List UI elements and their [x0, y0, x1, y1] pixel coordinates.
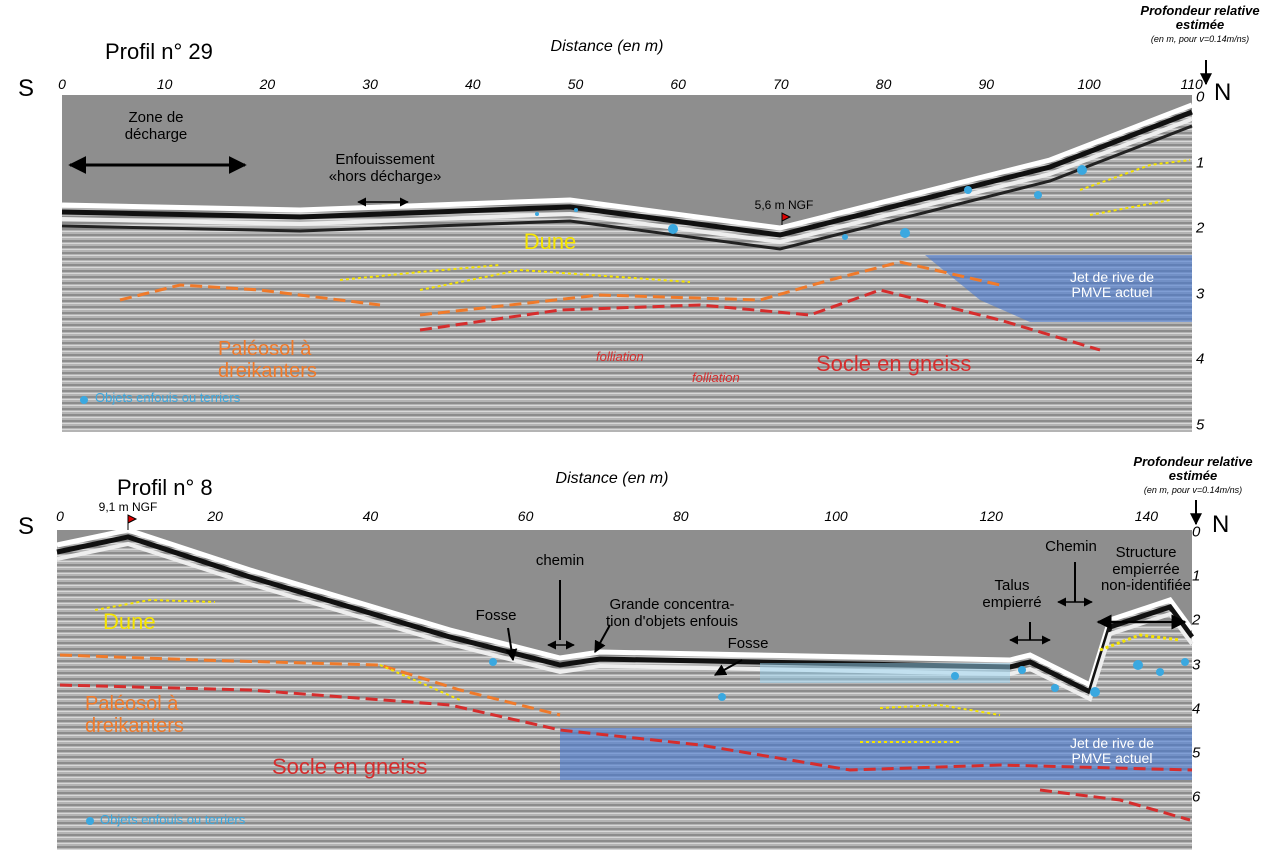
depth-note: (en m, pour v=0.14m/ns) — [1151, 35, 1249, 45]
x-tick-label: 60 — [518, 508, 534, 524]
annotation: folliation — [596, 350, 644, 364]
depth-tick-label: 3 — [1196, 285, 1204, 302]
annotation: Zone de décharge — [125, 110, 188, 143]
depth-tick-label: 2 — [1192, 612, 1200, 629]
x-tick-label: 140 — [1135, 508, 1158, 524]
annotation: Jet de rive de PMVE actuel — [1070, 736, 1154, 767]
end-label: N — [1214, 80, 1231, 106]
x-tick-label: 40 — [363, 508, 379, 524]
annotation: Chemin — [1045, 539, 1097, 556]
annotation: 9,1 m NGF — [99, 501, 158, 514]
x-tick-label: 90 — [979, 76, 995, 92]
depth-label: Profondeur relative estimée — [1133, 455, 1252, 484]
annotation: Objets enfouis ou terriers — [100, 813, 245, 827]
figure: Profil n° 29 Distance (en m) S N Profond… — [0, 0, 1262, 850]
object-zone — [760, 663, 1010, 683]
depth-tick-label: 5 — [1192, 745, 1200, 762]
annotation: Grande concentra- tion d'objets enfouis — [606, 597, 738, 630]
x-tick-label: 100 — [1077, 76, 1100, 92]
flag — [128, 515, 136, 530]
end-label: N — [1212, 512, 1229, 538]
x-tick-label: 10 — [157, 76, 173, 92]
depth-tick-label: 5 — [1196, 417, 1204, 434]
depth-label: Profondeur relative estimée — [1140, 4, 1259, 33]
x-tick-label: 80 — [876, 76, 892, 92]
annotation: Fosse — [728, 636, 769, 653]
annotation: Objets enfouis ou terriers — [95, 391, 240, 405]
depth-note: (en m, pour v=0.14m/ns) — [1144, 486, 1242, 496]
x-tick-label: 40 — [465, 76, 481, 92]
end-label: S — [18, 514, 34, 540]
annotation: Talus empierré — [982, 578, 1041, 611]
annotation: Paléosol à dreikanters — [218, 338, 317, 382]
x-axis-label: Distance (en m) — [556, 470, 669, 488]
depth-tick-label: 0 — [1192, 524, 1200, 541]
x-axis-label: Distance (en m) — [551, 38, 664, 56]
annotation: Fosse — [476, 608, 517, 625]
annotation: Dune — [524, 230, 577, 254]
panel-title: Profil n° 8 — [117, 476, 213, 500]
panel-title: Profil n° 29 — [105, 40, 213, 64]
annotation: 5,6 m NGF — [755, 199, 814, 212]
annotation: chemin — [536, 553, 584, 570]
depth-tick-label: 2 — [1196, 220, 1204, 237]
depth-tick-label: 1 — [1196, 154, 1204, 171]
depth-tick-label: 4 — [1196, 351, 1204, 368]
x-tick-label: 80 — [673, 508, 689, 524]
annotation: Enfouissement «hors décharge» — [329, 152, 442, 185]
depth-tick-label: 6 — [1192, 789, 1200, 806]
x-tick-label: 30 — [362, 76, 378, 92]
depth-tick-label: 4 — [1192, 700, 1200, 717]
x-tick-label: 70 — [773, 76, 789, 92]
annotation: Socle en gneiss — [816, 352, 971, 376]
depth-tick-label: 1 — [1192, 568, 1200, 585]
annotation: Jet de rive de PMVE actuel — [1070, 270, 1154, 301]
radargrams — [0, 0, 1262, 850]
x-tick-label: 100 — [824, 508, 847, 524]
annotation: Socle en gneiss — [272, 755, 427, 779]
annotation: Dune — [103, 610, 156, 634]
depth-tick-label: 3 — [1192, 656, 1200, 673]
annotation: Paléosol à dreikanters — [85, 693, 184, 737]
annotation: folliation — [692, 371, 740, 385]
depth-tick-label: 0 — [1196, 89, 1204, 106]
x-tick-label: 0 — [56, 508, 64, 524]
x-tick-label: 50 — [568, 76, 584, 92]
x-tick-label: 120 — [980, 508, 1003, 524]
x-tick-label: 20 — [207, 508, 223, 524]
x-tick-label: 0 — [58, 76, 66, 92]
profile-8 — [57, 500, 1196, 850]
annotation: Structure empierrée non-identifiée — [1101, 545, 1191, 595]
x-tick-label: 20 — [260, 76, 276, 92]
end-label: S — [18, 76, 34, 102]
x-tick-label: 60 — [670, 76, 686, 92]
